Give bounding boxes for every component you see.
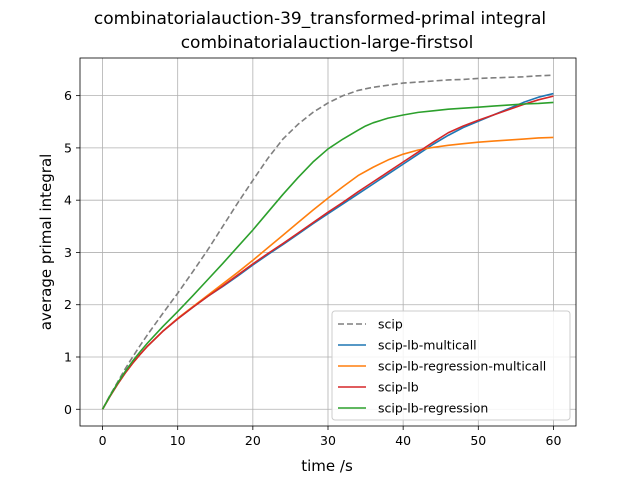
x-tick-label: 0 bbox=[99, 433, 107, 448]
series-line-scip-lb bbox=[101, 95, 554, 410]
y-axis-label: average primal integral bbox=[37, 154, 55, 331]
legend-label: scip-lb bbox=[378, 380, 419, 395]
legend-label: scip-lb-regression-multicall bbox=[378, 359, 546, 374]
x-axis-label: time /s bbox=[301, 457, 353, 475]
x-tick-label: 20 bbox=[245, 433, 261, 448]
x-tick-label: 30 bbox=[320, 433, 336, 448]
y-tick-label: 3 bbox=[64, 245, 72, 260]
y-tick-label: 2 bbox=[64, 297, 72, 312]
x-tick-label: 60 bbox=[546, 433, 562, 448]
grid bbox=[80, 58, 576, 426]
y-tick-label: 1 bbox=[64, 350, 72, 365]
axis-ticks: 0 10 20 30 40 50 60 0 1 2 3 4 5 6 bbox=[64, 88, 561, 448]
x-tick-label: 10 bbox=[170, 433, 186, 448]
x-tick-label: 40 bbox=[395, 433, 411, 448]
y-tick-label: 0 bbox=[64, 402, 72, 417]
chart-subtitle: combinatorialauction-large-firstsol bbox=[181, 33, 474, 53]
series-line-scip-lb-regression bbox=[101, 101, 554, 410]
legend: scip scip-lb-multicall scip-lb-regression-… bbox=[331, 310, 571, 421]
legend-label: scip bbox=[378, 317, 403, 332]
chart-title: combinatorialauction-39_transformed-prim… bbox=[94, 9, 546, 29]
legend-label: scip-lb-multicall bbox=[378, 338, 477, 353]
legend-label: scip-lb-regression bbox=[378, 401, 488, 416]
legend-box bbox=[331, 310, 571, 421]
x-tick-label: 50 bbox=[470, 433, 486, 448]
series-line-scip bbox=[101, 74, 554, 410]
y-tick-label: 4 bbox=[64, 193, 72, 208]
y-tick-label: 6 bbox=[64, 88, 72, 103]
y-tick-label: 5 bbox=[64, 140, 72, 155]
series-layer bbox=[101, 74, 554, 410]
